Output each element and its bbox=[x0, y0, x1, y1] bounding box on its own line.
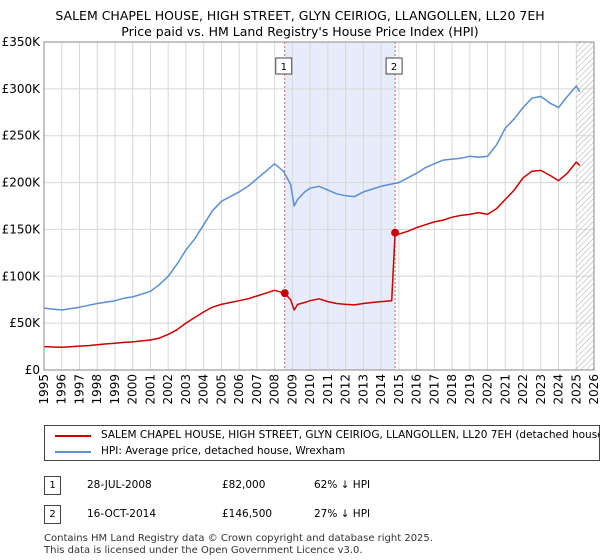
property-price-line bbox=[43, 161, 581, 349]
x-tick-label: 2013 bbox=[356, 374, 370, 405]
marker-label-box bbox=[275, 57, 293, 75]
legend-swatch-property bbox=[55, 435, 91, 437]
chart-title-line1: SALEM CHAPEL HOUSE, HIGH STREET, GLYN CE… bbox=[55, 8, 545, 23]
x-tick-label: 2007 bbox=[250, 374, 264, 405]
y-tick-label: £300K bbox=[2, 82, 42, 96]
chart-title-line2: Price paid vs. HM Land Registry's House … bbox=[121, 24, 479, 39]
legend-label-hpi: HPI: Average price, detached house, Wrex… bbox=[101, 445, 346, 457]
x-tick-label: 2015 bbox=[392, 374, 406, 405]
x-tick-label: 2024 bbox=[552, 374, 566, 405]
holding-period-shade bbox=[284, 42, 396, 370]
y-tick-label: £200K bbox=[2, 176, 42, 190]
y-tick-label: £150K bbox=[2, 222, 42, 236]
footer-licence: This data is licensed under the Open Gov… bbox=[44, 545, 363, 556]
hpi-line bbox=[43, 85, 581, 311]
y-tick-label: £100K bbox=[2, 269, 42, 283]
x-tick-label: 1998 bbox=[90, 374, 104, 405]
x-tick-label: 2003 bbox=[179, 374, 193, 405]
x-tick-label: 2026 bbox=[587, 374, 600, 405]
x-tick-label: 2025 bbox=[569, 374, 583, 405]
x-tick-label: 1996 bbox=[55, 374, 69, 405]
marker-label-box bbox=[385, 57, 403, 75]
x-tick-label: 2014 bbox=[374, 374, 388, 405]
price-chart: 1 2 £0 £50K £100K £150K £200K £250K £300K £350K 1… bbox=[2, 35, 600, 405]
transaction-price: £146,500 bbox=[222, 508, 273, 520]
transaction-number-badge: 2 bbox=[44, 505, 61, 524]
x-tick-label: 2020 bbox=[481, 374, 495, 405]
x-tick-label: 1995 bbox=[37, 374, 51, 405]
x-tick-label: 2000 bbox=[126, 374, 140, 405]
y-tick-label: £350K bbox=[2, 35, 42, 49]
transaction-number-badge: 1 bbox=[44, 476, 61, 495]
x-tick-label: 2008 bbox=[268, 374, 282, 405]
x-tick-label: 2002 bbox=[161, 374, 175, 405]
x-tick-label: 2016 bbox=[410, 374, 424, 405]
x-tick-label: 2012 bbox=[339, 374, 353, 405]
x-tick-label: 2019 bbox=[463, 374, 477, 405]
y-tick-label: £0 bbox=[25, 363, 40, 377]
transaction-hpi-delta: 27% ↓ HPI bbox=[314, 508, 371, 520]
y-tick-label: £50K bbox=[9, 316, 41, 330]
x-tick-label: 2021 bbox=[498, 374, 512, 405]
x-tick-label: 1997 bbox=[72, 374, 86, 405]
legend-label-property: SALEM CHAPEL HOUSE, HIGH STREET, GLYN CE… bbox=[101, 429, 600, 441]
x-tick-label: 2004 bbox=[197, 374, 211, 405]
x-tick-label: 2017 bbox=[427, 374, 441, 405]
transaction-row: 2 16-OCT-2014 £146,500 27% ↓ HPI bbox=[0, 505, 600, 525]
legend: SALEM CHAPEL HOUSE, HIGH STREET, GLYN CE… bbox=[44, 425, 600, 461]
forecast-hatch bbox=[576, 42, 594, 370]
x-tick-label: 2001 bbox=[143, 374, 157, 405]
x-tick-label: 2018 bbox=[445, 374, 459, 405]
x-tick-label: 2006 bbox=[232, 374, 246, 405]
plot-frame bbox=[43, 41, 595, 371]
transaction-price: £82,000 bbox=[222, 479, 266, 491]
x-tick-label: 2010 bbox=[303, 374, 317, 405]
transaction-hpi-delta: 62% ↓ HPI bbox=[314, 479, 371, 491]
x-tick-label: 2011 bbox=[321, 374, 335, 405]
legend-swatch-hpi bbox=[55, 451, 91, 453]
y-tick-label: £250K bbox=[2, 129, 42, 143]
transaction-row: 1 28-JUL-2008 £82,000 62% ↓ HPI bbox=[0, 476, 600, 496]
footer-copyright: Contains HM Land Registry data © Crown c… bbox=[44, 533, 433, 544]
x-tick-label: 1999 bbox=[108, 374, 122, 405]
transaction-date: 28-JUL-2008 bbox=[87, 479, 152, 491]
transaction-date: 16-OCT-2014 bbox=[87, 508, 156, 520]
sale-point bbox=[280, 289, 289, 298]
x-tick-label: 2005 bbox=[214, 374, 228, 405]
x-tick-label: 2023 bbox=[534, 374, 548, 405]
x-tick-label: 2009 bbox=[285, 374, 299, 405]
sale-point bbox=[391, 228, 400, 237]
marker-label: 1 bbox=[281, 62, 287, 73]
x-tick-label: 2022 bbox=[516, 374, 530, 405]
marker-label: 2 bbox=[391, 62, 397, 73]
